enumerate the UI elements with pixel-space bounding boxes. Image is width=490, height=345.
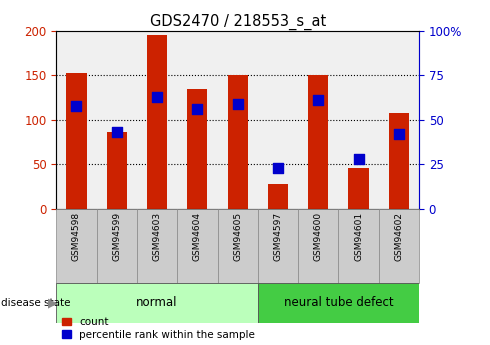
Bar [379,209,419,283]
Bar [258,283,419,323]
Point [153,94,161,100]
Bar [147,34,167,209]
Text: GSM94600: GSM94600 [314,212,323,261]
Bar [348,168,368,209]
Bar [258,209,298,283]
Text: normal: normal [136,296,178,309]
Bar [137,209,177,283]
Bar [268,184,288,209]
Point [314,98,322,103]
Bar [97,209,137,283]
Point [274,165,282,171]
Bar [67,73,87,209]
Legend: count, percentile rank within the sample: count, percentile rank within the sample [62,317,255,340]
Text: GSM94605: GSM94605 [233,212,242,261]
Point [395,131,403,137]
Bar [308,76,328,209]
Bar [218,209,258,283]
Bar [56,283,258,323]
Point [355,156,363,162]
Text: disease state: disease state [1,298,71,308]
Point [113,130,121,135]
Bar [177,209,218,283]
Text: ▶: ▶ [48,296,58,309]
Bar [389,113,409,209]
Text: GSM94601: GSM94601 [354,212,363,261]
Text: GSM94603: GSM94603 [152,212,162,261]
Bar [107,132,127,209]
Text: GSM94602: GSM94602 [394,212,403,261]
Point [73,103,80,108]
Bar [56,209,97,283]
Point [234,101,242,107]
Text: GSM94597: GSM94597 [273,212,282,261]
Text: GSM94598: GSM94598 [72,212,81,261]
Text: GSM94599: GSM94599 [112,212,122,261]
Title: GDS2470 / 218553_s_at: GDS2470 / 218553_s_at [149,13,326,30]
Bar [339,209,379,283]
Point [194,107,201,112]
Text: neural tube defect: neural tube defect [284,296,393,309]
Bar [298,209,339,283]
Bar [187,89,207,209]
Bar [227,76,248,209]
Text: GSM94604: GSM94604 [193,212,202,261]
